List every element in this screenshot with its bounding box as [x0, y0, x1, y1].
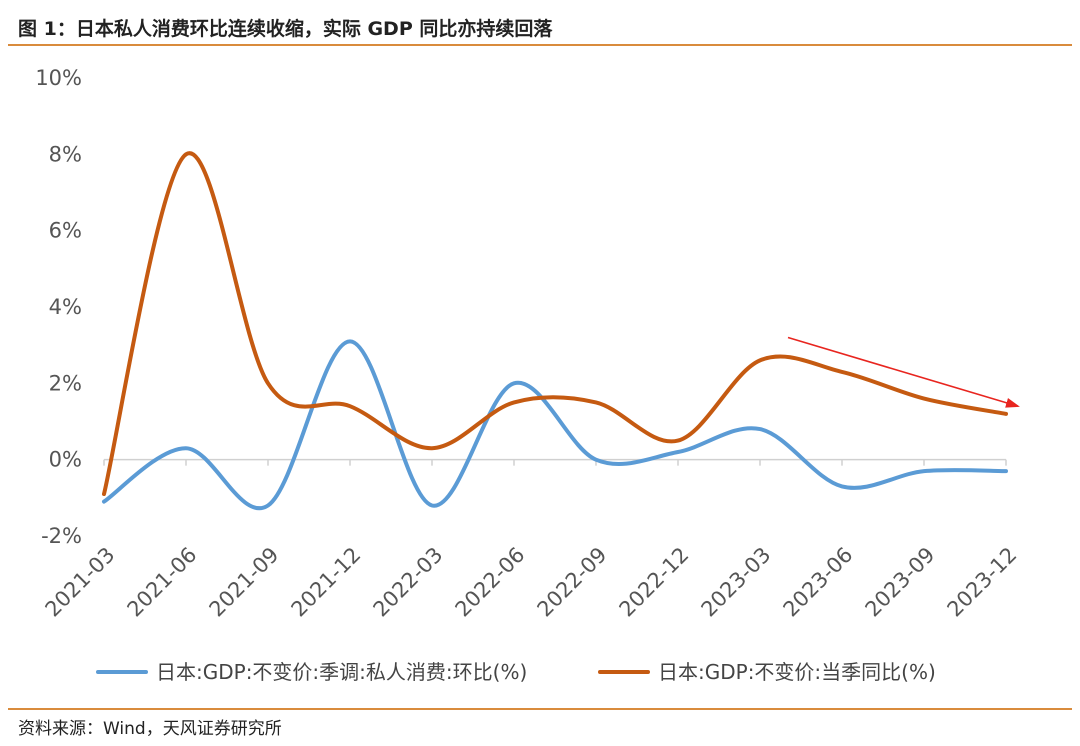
x-tick-label: 2023-12: [943, 543, 1022, 622]
trend-arrow: [787, 336, 1020, 408]
chart-title: 图 1：日本私人消费环比连续收缩，实际 GDP 同比亦持续回落: [18, 18, 553, 40]
x-tick-label: 2023-03: [697, 543, 776, 622]
legend-label-0: 日本:GDP:不变价:季调:私人消费:环比(%): [156, 660, 527, 684]
x-tick-label: 2021-03: [41, 543, 120, 622]
x-tick-label: 2022-06: [451, 543, 530, 622]
y-tick-label: 6%: [49, 219, 82, 243]
y-tick-label: 10%: [35, 66, 82, 90]
legend-label-1: 日本:GDP:不变价:当季同比(%): [658, 660, 936, 684]
x-tick-label: 2023-09: [861, 543, 940, 622]
y-tick-label: -2%: [41, 524, 82, 548]
x-tick-label: 2022-09: [533, 543, 612, 622]
x-tick-label: 2021-06: [123, 543, 202, 622]
series-line-0: [102, 339, 1008, 511]
x-tick-label: 2023-06: [779, 543, 858, 622]
x-tick-label: 2021-12: [287, 543, 366, 622]
y-tick-label: 0%: [49, 448, 82, 472]
x-tick-label: 2021-09: [205, 543, 284, 622]
source-note: 资料来源：Wind，天风证券研究所: [18, 719, 282, 739]
y-tick-label: 8%: [49, 142, 82, 166]
series-line-1: [102, 151, 1008, 496]
top-divider: [8, 44, 1072, 46]
x-tick-label: 2022-03: [369, 543, 448, 622]
y-tick-label: 2%: [49, 371, 82, 395]
bottom-divider: [8, 708, 1072, 710]
y-tick-label: 4%: [49, 295, 82, 319]
x-tick-label: 2022-12: [615, 543, 694, 622]
